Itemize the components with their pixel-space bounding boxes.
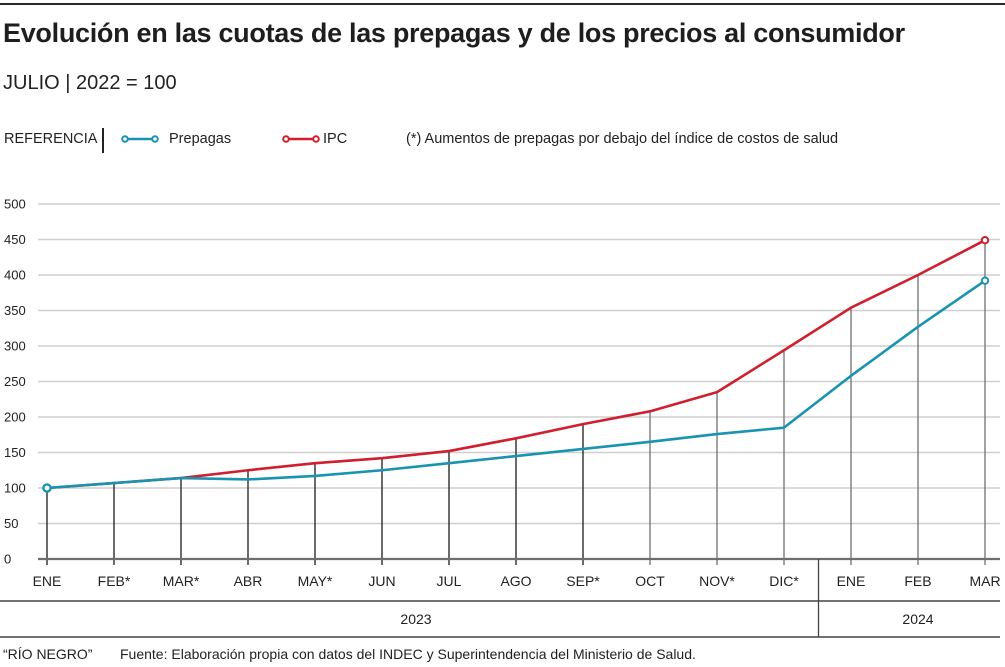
y-tick-label: 250: [4, 374, 26, 389]
x-tick-label: AGO: [500, 573, 531, 589]
x-tick-label: OCT: [635, 573, 665, 589]
grid: [38, 203, 1000, 525]
y-tick-label: 50: [4, 516, 18, 531]
start-point: [42, 483, 52, 493]
y-tick-label: 300: [4, 339, 26, 354]
y-tick-label: 100: [4, 481, 26, 496]
y-tick-label: 200: [4, 410, 26, 425]
x-tick-label: JUN: [368, 573, 395, 589]
legend-ipc-line-icon: [282, 135, 320, 143]
year-axis: 2023 2024: [0, 559, 1000, 638]
footer-source: Fuente: Elaboración propia con datos del…: [120, 646, 696, 662]
footer-publisher: “RÍO NEGRO”: [3, 646, 93, 662]
legend-ipc-label: IPC: [323, 131, 348, 147]
x-tick-label: NOV*: [699, 573, 735, 589]
y-tick-label: 400: [4, 268, 26, 283]
end-point-ipc: [980, 236, 990, 245]
series-line-prepagas: [46, 279, 986, 490]
end-point-prepagas: [980, 276, 990, 285]
month-dropLines: [46, 240, 986, 565]
x-tick-label: ABR: [234, 573, 263, 589]
legend-note: (*) Aumentos de prepagas por debajo del …: [406, 131, 839, 147]
legend-prepagas-line-icon: [121, 135, 159, 143]
y-tick-label: 0: [4, 552, 11, 567]
chart-title: Evolución en las cuotas de las prepagas …: [3, 18, 905, 48]
legend-label: REFERENCIA: [4, 131, 98, 147]
y-axis: 0 50 100 150 200 250 300 350 400 450 500: [4, 197, 26, 567]
x-axis: ENE FEB* MAR* ABR MAY* JUN JUL AGO SEP* OCT NOV* DI…: [33, 573, 1001, 589]
y-tick-label: 500: [4, 197, 26, 212]
top-rule: [0, 3, 1005, 5]
x-tick-label: JUL: [437, 573, 462, 589]
x-tick-label: FEB: [904, 573, 931, 589]
series-line-ipc: [46, 239, 986, 490]
series-group: [42, 236, 990, 493]
x-tick-label: MAY*: [298, 573, 333, 589]
x-tick-label: MAR: [969, 573, 1000, 589]
x-tick-label: FEB*: [98, 573, 131, 589]
y-tick-label: 450: [4, 232, 26, 247]
chart-subtitle: JULIO | 2022 = 100: [3, 72, 177, 94]
x-tick-label: SEP*: [566, 573, 600, 589]
legend-separator: [102, 128, 104, 153]
x-tick-label: DIC*: [769, 573, 799, 589]
year-label: 2024: [902, 611, 933, 627]
year-label: 2023: [400, 611, 431, 627]
y-tick-label: 350: [4, 303, 26, 318]
y-tick-label: 150: [4, 445, 26, 460]
x-tick-label: ENE: [33, 573, 62, 589]
x-tick-label: ENE: [837, 573, 866, 589]
x-tick-label: MAR*: [163, 573, 200, 589]
legend-prepagas-label: Prepagas: [169, 131, 232, 147]
